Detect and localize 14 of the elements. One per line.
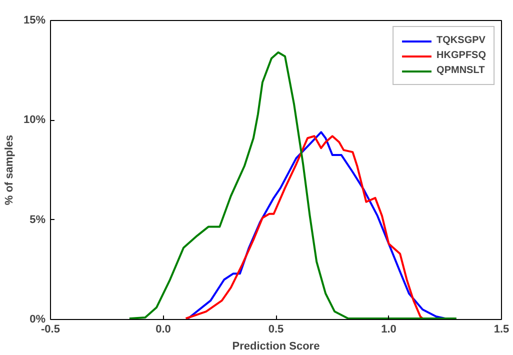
x-tick-label: 1.0 xyxy=(381,324,396,336)
y-tick-label: 0% xyxy=(30,314,46,326)
y-tick-label: 15% xyxy=(23,14,46,26)
x-tick-label: 0.0 xyxy=(156,324,171,336)
y-axis-title: % of samples xyxy=(3,134,16,206)
x-axis-title: Prediction Score xyxy=(232,340,320,352)
x-tick-label: -0.5 xyxy=(41,324,60,336)
x-tick-label: 1.5 xyxy=(494,324,510,336)
y-tick-label: 5% xyxy=(30,214,46,226)
legend-label: TQKSGPV xyxy=(436,35,486,46)
x-tick-label: 0.5 xyxy=(268,324,284,336)
y-tick-label: 10% xyxy=(23,114,46,126)
legend-label: HKGPFSQ xyxy=(436,50,486,61)
legend-label: QPMNSLT xyxy=(436,65,485,76)
